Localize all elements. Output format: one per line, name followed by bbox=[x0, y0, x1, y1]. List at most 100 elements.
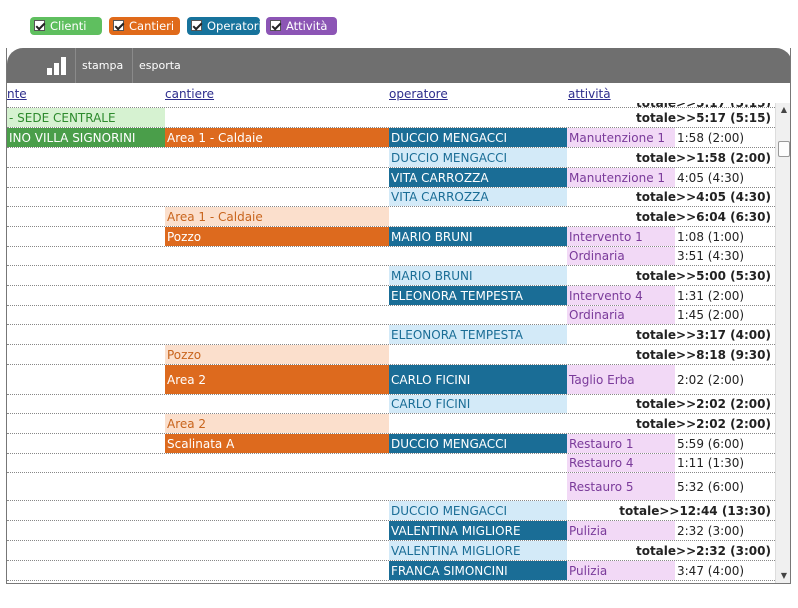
table-row: VITA CARROZZA totale>>4:05 (4:30) bbox=[7, 188, 775, 207]
attivita-cell[interactable]: Intervento 4 bbox=[567, 286, 675, 305]
cantiere-cell[interactable]: Pozzo bbox=[165, 345, 389, 364]
filter-label: Operatori bbox=[207, 19, 260, 33]
attivita-cell[interactable]: Manutenzione 1 bbox=[567, 128, 675, 147]
cantiere-cell[interactable]: Area 1 - Caldaie bbox=[165, 128, 389, 147]
scroll-up-icon[interactable]: ▲ bbox=[780, 105, 788, 114]
operatore-cell[interactable]: DUCCIO MENGACCI bbox=[389, 128, 567, 147]
durata-cell[interactable]: 1:11 (1:30) bbox=[677, 456, 745, 470]
filter-label: Attività bbox=[286, 19, 328, 33]
table-row: INO VILLA SIGNORINI Area 1 - Caldaie DUCCI… bbox=[7, 128, 775, 148]
row-total: totale>>5:17 (5:15) bbox=[635, 110, 771, 125]
cantiere-cell[interactable]: Area 1 - Caldaie bbox=[165, 207, 389, 226]
checkbox-icon[interactable] bbox=[113, 20, 124, 31]
filter-clienti[interactable]: Clienti bbox=[30, 17, 102, 35]
checkbox-icon[interactable] bbox=[270, 20, 281, 31]
row-total: totale>>3:17 (4:00) bbox=[635, 327, 771, 342]
durata-cell[interactable]: 5:59 (6:00) bbox=[677, 436, 745, 451]
report-panel: stampa esporta nte cantiere operatore at… bbox=[6, 48, 791, 584]
durata-cell[interactable]: 4:05 (4:30) bbox=[677, 170, 745, 185]
cantiere-cell[interactable]: Area 2 bbox=[165, 414, 389, 433]
table-row: Restauro 4 1:11 (1:30) bbox=[7, 454, 775, 473]
table-row: totale>>5:17 (5:15) bbox=[7, 103, 775, 108]
operatore-cell[interactable]: VITA CARROZZA bbox=[389, 168, 567, 187]
durata-cell[interactable]: 1:31 (2:00) bbox=[677, 288, 745, 303]
durata-cell[interactable]: 3:47 (4:00) bbox=[677, 563, 745, 578]
cliente-cell[interactable]: - SEDE CENTRALE bbox=[7, 108, 165, 127]
filter-cantieri[interactable]: Cantieri bbox=[109, 17, 180, 35]
operatore-cell[interactable]: DUCCIO MENGACCI bbox=[389, 434, 567, 453]
operatore-cell[interactable]: VITA CARROZZA bbox=[389, 188, 567, 206]
durata-cell[interactable]: 3:51 (4:30) bbox=[677, 249, 745, 263]
table-row: MARIO BRUNI totale>>5:00 (5:30) bbox=[7, 266, 775, 286]
operatore-cell[interactable]: VALENTINA MIGLIORE bbox=[389, 521, 567, 540]
attivita-cell[interactable]: Taglio Erba bbox=[567, 365, 675, 394]
export-button[interactable]: esporta bbox=[132, 48, 187, 83]
attivita-cell[interactable]: Restauro 5 bbox=[567, 473, 675, 500]
table-row: FRANCA SIMONCINI Pulizia 3:47 (4:00) bbox=[7, 561, 775, 581]
durata-cell[interactable]: 2:02 (2:00) bbox=[677, 372, 745, 387]
checkbox-icon[interactable] bbox=[34, 20, 45, 31]
operatore-cell[interactable]: VALENTINA MIGLIORE bbox=[389, 541, 567, 560]
table-row: ELEONORA TEMPESTA Intervento 4 1:31 (2:00) bbox=[7, 286, 775, 306]
operatore-cell[interactable]: MARIO BRUNI bbox=[389, 266, 567, 285]
operatore-cell[interactable]: ELEONORA TEMPESTA bbox=[389, 286, 567, 305]
col-cantiere[interactable]: cantiere bbox=[165, 87, 215, 101]
table-row: Area 2 CARLO FICINI Taglio Erba 2:02 (2:00) bbox=[7, 365, 775, 395]
operatore-cell[interactable]: CARLO FICINI bbox=[389, 395, 567, 413]
filter-operatori[interactable]: Operatori bbox=[187, 17, 260, 35]
vertical-scrollbar[interactable]: ▲ ▼ bbox=[775, 103, 790, 583]
table-row: Ordinaria 3:51 (4:30) bbox=[7, 247, 775, 266]
attivita-cell[interactable]: Restauro 1 bbox=[567, 434, 675, 453]
table-row: Pozzo totale>>8:18 (9:30) bbox=[7, 345, 775, 365]
cantiere-cell[interactable]: Scalinata A bbox=[165, 434, 389, 453]
durata-cell[interactable]: 1:58 (2:00) bbox=[677, 130, 745, 145]
scroll-thumb[interactable] bbox=[778, 141, 790, 157]
checkbox-icon[interactable] bbox=[191, 20, 202, 31]
col-attivita[interactable]: attività bbox=[568, 87, 611, 101]
operatore-cell[interactable]: MARIO BRUNI bbox=[389, 227, 567, 246]
attivita-cell[interactable]: Restauro 4 bbox=[567, 454, 675, 472]
operatore-cell[interactable]: DUCCIO MENGACCI bbox=[389, 148, 567, 167]
operatore-cell[interactable]: ELEONORA TEMPESTA bbox=[389, 325, 567, 344]
attivita-cell[interactable]: Ordinaria bbox=[567, 247, 675, 265]
cantiere-cell[interactable]: Area 2 bbox=[165, 365, 389, 394]
durata-cell[interactable]: 2:32 (3:00) bbox=[677, 523, 745, 538]
table-row: - SEDE CENTRALE totale>>5:17 (5:15) bbox=[7, 108, 775, 128]
table-row: Restauro 5 5:32 (6:00) bbox=[7, 473, 775, 501]
row-total: totale>>2:02 (2:00) bbox=[635, 397, 771, 411]
durata-cell[interactable]: 5:32 (6:00) bbox=[677, 479, 745, 494]
table-row: DUCCIO MENGACCI totale>>12:44 (13:30) bbox=[7, 501, 775, 521]
attivita-cell[interactable]: Ordinaria bbox=[567, 306, 675, 324]
row-total: totale>>4:05 (4:30) bbox=[635, 190, 771, 204]
cantiere-cell[interactable]: Pozzo bbox=[165, 227, 389, 246]
col-cliente[interactable]: nte bbox=[7, 87, 27, 101]
row-total: totale>>12:44 (13:30) bbox=[619, 503, 771, 518]
print-button[interactable]: stampa bbox=[75, 48, 129, 83]
scroll-down-icon[interactable]: ▼ bbox=[780, 571, 788, 580]
attivita-cell[interactable]: Manutenzione 1 bbox=[567, 168, 675, 187]
operatore-cell[interactable]: FRANCA SIMONCINI bbox=[389, 561, 567, 580]
table-row: ELEONORA TEMPESTA totale>>3:17 (4:00) bbox=[7, 325, 775, 345]
attivita-cell[interactable]: Pulizia bbox=[567, 561, 675, 580]
durata-cell[interactable]: 1:45 (2:00) bbox=[677, 308, 745, 322]
row-total: totale>>5:00 (5:30) bbox=[635, 268, 771, 283]
operatore-cell[interactable]: DUCCIO MENGACCI bbox=[389, 501, 567, 520]
filter-attivita[interactable]: Attività bbox=[266, 17, 337, 35]
operatore-cell[interactable]: CARLO FICINI bbox=[389, 365, 567, 394]
row-total: totale>>5:17 (5:15) bbox=[165, 103, 775, 107]
column-header: nte cantiere operatore attività bbox=[7, 84, 790, 103]
attivita-cell[interactable]: Intervento 1 bbox=[567, 227, 675, 246]
table-row: Area 1 - Caldaie totale>>6:04 (6:30) bbox=[7, 207, 775, 227]
bar-chart-icon[interactable] bbox=[47, 57, 67, 75]
table-row: Ordinaria 1:45 (2:00) bbox=[7, 306, 775, 325]
durata-cell[interactable]: 1:08 (1:00) bbox=[677, 229, 745, 244]
table-row: Area 2 totale>>2:02 (2:00) bbox=[7, 414, 775, 434]
table-row: CARLO FICINI totale>>2:02 (2:00) bbox=[7, 395, 775, 414]
attivita-cell[interactable]: Pulizia bbox=[567, 521, 675, 540]
row-total: totale>>2:02 (2:00) bbox=[635, 416, 771, 431]
col-operatore[interactable]: operatore bbox=[389, 87, 448, 101]
table-row: DUCCIO MENGACCI totale>>1:58 (2:00) bbox=[7, 148, 775, 168]
row-total: totale>>1:58 (2:00) bbox=[635, 150, 771, 165]
cliente-cell[interactable]: INO VILLA SIGNORINI bbox=[7, 128, 165, 147]
